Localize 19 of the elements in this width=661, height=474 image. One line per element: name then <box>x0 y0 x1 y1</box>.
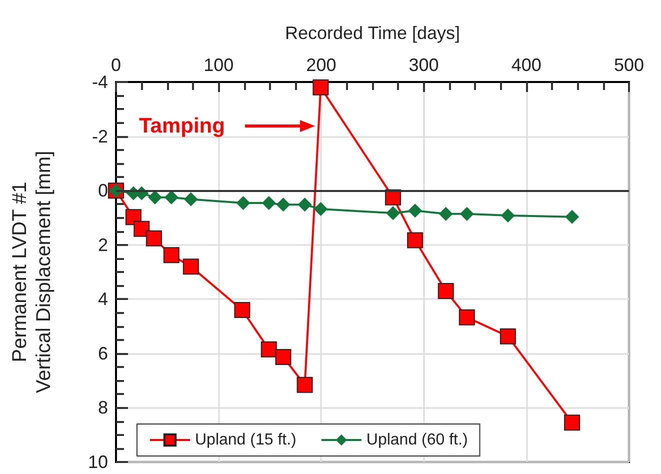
y-tick-label: 2 <box>98 234 108 255</box>
x-tick-label: 200 <box>306 55 336 75</box>
x-tick-label: 0 <box>110 55 122 75</box>
y-tick-label: 10 <box>88 452 108 472</box>
y-tick-label: -4 <box>92 72 108 92</box>
y-tick-label: 0 <box>98 180 108 201</box>
x-tick-label: 100 <box>204 55 234 75</box>
annotation: Tamping <box>139 114 225 138</box>
y-tick-label: 4 <box>98 289 108 310</box>
y-tick-label: 6 <box>98 343 108 364</box>
x-tick-label: 500 <box>614 55 644 75</box>
y-axis-title: Permanent LVDT #1 Vertical Displacement [mm] <box>9 150 55 394</box>
y-tick-label: 8 <box>98 398 108 418</box>
x-tick-label: 300 <box>408 55 439 75</box>
x-tick-label: 400 <box>511 55 542 75</box>
y-tick-label: -2 <box>92 126 108 146</box>
x-axis-title: Recorded Time [days] <box>284 23 460 43</box>
legend-label: Upland (60 ft.) <box>366 432 468 448</box>
legend-label: Upland (15 ft.) <box>195 432 296 448</box>
